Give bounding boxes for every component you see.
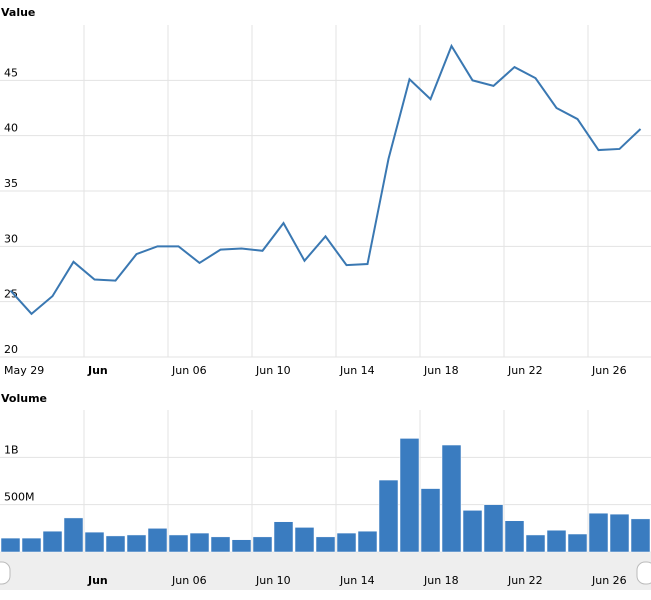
x-tick-label: Jun 18 <box>423 574 459 587</box>
volume-bar <box>441 444 462 553</box>
x-tick-label: Jun 14 <box>339 364 375 377</box>
volume-bar <box>462 510 483 553</box>
volume-bar <box>336 532 357 553</box>
x-tick-label: Jun 26 <box>591 364 627 377</box>
volume-bar <box>315 536 336 553</box>
volume-bar <box>147 528 168 553</box>
y-tick-label: 35 <box>4 177 18 190</box>
x-tick-label: Jun 14 <box>339 574 375 587</box>
x-tick-label: Jun 10 <box>255 364 291 377</box>
y-tick-label: 1B <box>4 443 19 456</box>
volume-bar <box>294 527 315 553</box>
volume-bar <box>567 533 588 553</box>
x-tick-label: Jun <box>87 574 108 587</box>
volume-bar <box>483 504 504 553</box>
volume-bar <box>105 535 126 553</box>
volume-bar <box>399 438 420 553</box>
x-tick-label: May 29 <box>4 364 44 377</box>
x-tick-label: Jun 18 <box>423 364 459 377</box>
y-tick-label: 500M <box>4 491 35 504</box>
volume-bar <box>63 517 84 553</box>
value-line <box>9 43 642 316</box>
volume-bar <box>609 513 630 553</box>
volume-bar <box>231 539 252 553</box>
volume-bar <box>588 512 609 553</box>
x-tick-label: Jun 26 <box>591 574 627 587</box>
y-tick-label: 45 <box>4 66 18 79</box>
y-tick-label: 25 <box>4 288 18 301</box>
x-tick-label: Jun 10 <box>255 574 291 587</box>
volume-bar <box>525 534 546 553</box>
volume-bar <box>273 521 294 553</box>
volume-bar <box>0 537 21 553</box>
x-tick-label: Jun 22 <box>507 574 543 587</box>
volume-bar <box>84 531 105 553</box>
scrollbar-handle-right[interactable] <box>636 561 651 585</box>
scrollbar-handle-left[interactable] <box>0 561 11 585</box>
chart-title: Volume <box>1 392 47 405</box>
volume-bar <box>357 530 378 553</box>
volume-bar <box>210 536 231 553</box>
volume-bar <box>378 479 399 553</box>
volume-bar <box>126 534 147 553</box>
chart-title: Value <box>1 6 35 19</box>
x-tick-label: Jun <box>87 364 108 377</box>
x-tick-label: Jun 06 <box>171 364 207 377</box>
scrollbar[interactable] <box>0 552 651 590</box>
volume-bar <box>168 534 189 553</box>
volume-bar <box>546 529 567 553</box>
y-tick-label: 40 <box>4 122 18 135</box>
volume-bar <box>252 536 273 553</box>
x-tick-label: Jun 22 <box>507 364 543 377</box>
volume-bar <box>504 520 525 553</box>
volume-bar <box>189 532 210 553</box>
volume-bar <box>42 530 63 553</box>
x-tick-label: Jun 06 <box>171 574 207 587</box>
volume-bar <box>420 488 441 553</box>
y-tick-label: 30 <box>4 232 18 245</box>
volume-bar <box>630 518 651 553</box>
y-tick-label: 20 <box>4 343 18 356</box>
volume-bar <box>21 537 42 553</box>
